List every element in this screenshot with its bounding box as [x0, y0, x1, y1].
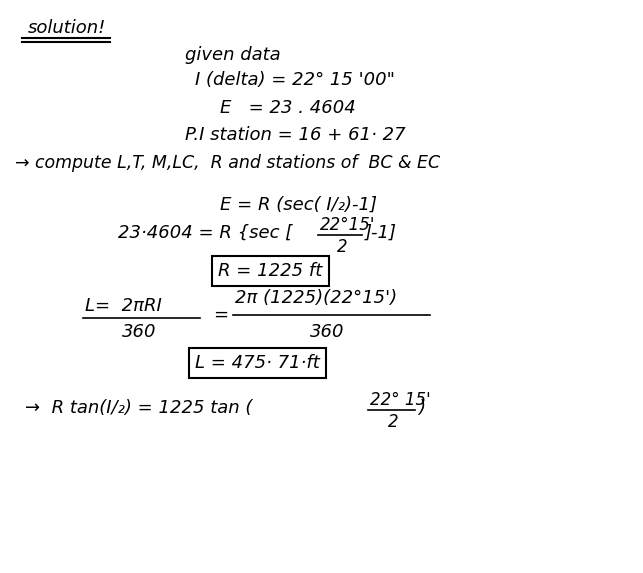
Text: E   = 23 . 4604: E = 23 . 4604: [220, 99, 356, 117]
Text: P.I station = 16 + 61· 27: P.I station = 16 + 61· 27: [185, 126, 406, 144]
Text: solution!: solution!: [28, 19, 106, 37]
Text: 360: 360: [122, 323, 156, 341]
Text: 2π (1225)(22°15'): 2π (1225)(22°15'): [235, 289, 397, 307]
Text: 22°15': 22°15': [320, 216, 376, 234]
Text: 23·4604 = R {sec [: 23·4604 = R {sec [: [118, 224, 293, 242]
Text: 22° 15': 22° 15': [370, 391, 431, 409]
Text: given data: given data: [185, 46, 280, 64]
Text: R = 1225 ft: R = 1225 ft: [218, 262, 322, 280]
Text: 2: 2: [337, 238, 348, 256]
Text: ]-1]: ]-1]: [365, 224, 397, 242]
Text: →  R tan(I/₂) = 1225 tan (: → R tan(I/₂) = 1225 tan (: [25, 399, 252, 417]
Text: =: =: [213, 306, 228, 324]
Text: L = 475· 71·ft: L = 475· 71·ft: [195, 354, 320, 372]
Text: ): ): [418, 399, 425, 417]
Text: E = R (sec( I/₂)-1]: E = R (sec( I/₂)-1]: [220, 196, 377, 214]
Text: 2: 2: [388, 413, 399, 431]
Text: 360: 360: [310, 323, 345, 341]
Text: L=  2πRI: L= 2πRI: [85, 297, 162, 315]
Text: I (delta) = 22° 15 '00": I (delta) = 22° 15 '00": [195, 71, 395, 89]
Text: → compute L,T, M,LC,  R and stations of  BC & EC: → compute L,T, M,LC, R and stations of B…: [15, 154, 440, 172]
